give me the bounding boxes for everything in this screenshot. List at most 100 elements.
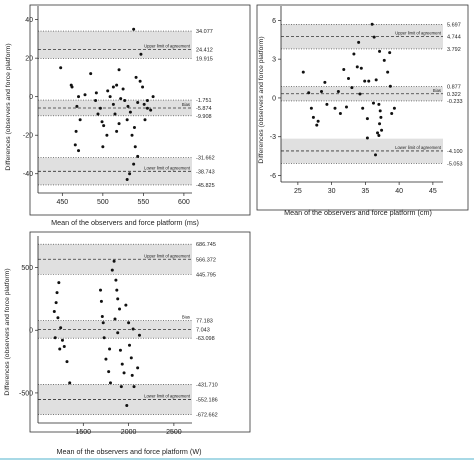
data-point: [132, 27, 136, 31]
reference-value-label: 686.745: [196, 242, 216, 248]
reference-value-label: 4.744: [447, 35, 461, 41]
reference-caption: Lower limit of agreement: [144, 393, 191, 398]
data-point: [114, 278, 118, 282]
data-point: [73, 143, 77, 147]
data-point: [320, 89, 323, 93]
data-point: [104, 357, 108, 361]
data-point: [57, 281, 61, 285]
x-tick-label: 550: [138, 199, 150, 206]
data-point: [371, 101, 375, 105]
y-axis-title: Differences (observers and force platfor…: [258, 36, 265, 163]
reference-value-label: -672.662: [196, 413, 218, 419]
data-point: [56, 316, 60, 320]
data-point: [116, 331, 120, 335]
x-tick-label: 35: [361, 188, 369, 195]
data-point: [138, 79, 142, 83]
x-tick-label: 600: [178, 199, 190, 206]
data-point: [126, 104, 130, 108]
data-point: [333, 106, 337, 110]
data-point: [77, 149, 81, 153]
panel-power: 686.745 566.372 Upper limit of agreement 44…: [4, 231, 251, 456]
x-tick-label: 2500: [166, 429, 182, 436]
reference-value-label: -552.186: [196, 397, 218, 403]
data-point: [358, 92, 362, 96]
data-point: [149, 108, 153, 112]
data-point: [357, 40, 361, 44]
y-tick-label: 0: [29, 94, 33, 101]
panel-frame: [256, 4, 469, 211]
reference-value-label: -38.743: [196, 169, 215, 175]
data-point: [100, 120, 104, 124]
data-point: [134, 75, 138, 79]
data-point: [116, 297, 120, 301]
data-point: [89, 72, 93, 76]
data-point: [382, 58, 386, 62]
data-point: [94, 91, 98, 95]
data-point: [75, 104, 79, 108]
data-point: [380, 128, 384, 132]
data-point: [136, 366, 140, 370]
data-point: [125, 178, 129, 182]
data-point: [55, 291, 59, 295]
data-point: [117, 122, 121, 126]
data-point: [344, 105, 348, 109]
data-point: [117, 68, 121, 72]
data-point: [106, 89, 110, 93]
y-tick-label: -20: [23, 133, 33, 140]
data-point: [130, 373, 134, 377]
data-point: [119, 97, 123, 101]
data-point: [359, 66, 363, 70]
data-point: [62, 345, 66, 349]
x-tick-label: 500: [97, 199, 109, 206]
data-point: [378, 49, 382, 53]
y-tick-label: 20: [25, 56, 33, 63]
reference-value-label: -5.053: [447, 161, 463, 167]
y-tick-label: 500: [21, 265, 33, 272]
x-axis-title: Mean of the observers and force platform…: [51, 218, 199, 227]
data-point: [77, 95, 81, 99]
data-point: [145, 99, 149, 103]
data-point: [78, 118, 82, 122]
data-point: [365, 136, 369, 140]
data-point: [379, 115, 383, 119]
data-point: [372, 35, 376, 39]
panel-frame: [29, 231, 251, 433]
data-point: [65, 360, 69, 364]
reference-value-label: -4.100: [447, 149, 463, 155]
x-tick-label: 45: [429, 188, 437, 195]
data-point: [143, 118, 147, 122]
data-point: [59, 326, 63, 330]
panel-frame: [29, 4, 251, 216]
data-point: [118, 307, 122, 311]
data-point: [101, 145, 105, 149]
reference-value-label: -31.662: [196, 156, 215, 162]
data-point: [83, 93, 87, 97]
x-tick-label: 2000: [121, 429, 137, 436]
reference-caption: Bias: [182, 315, 190, 320]
reference-caption: Upper limit of agreement: [395, 31, 442, 36]
reference-caption: Bias: [433, 88, 441, 93]
reference-value-label: 7.043: [196, 327, 210, 333]
data-point: [115, 83, 119, 87]
data-point: [108, 95, 112, 99]
data-point: [58, 347, 62, 351]
data-point: [101, 321, 105, 325]
data-point: [68, 381, 72, 385]
data-point: [98, 106, 102, 110]
data-point: [127, 321, 131, 325]
data-point: [376, 131, 380, 135]
reference-value-label: 19.915: [196, 56, 213, 62]
data-point: [386, 70, 390, 74]
y-tick-label: -500: [19, 390, 33, 397]
data-point: [124, 303, 128, 307]
data-point: [141, 85, 145, 89]
data-point: [367, 79, 371, 83]
data-point: [361, 106, 365, 110]
reference-value-label: -1.751: [196, 98, 212, 104]
reference-caption: Bias: [182, 102, 190, 107]
data-point: [129, 356, 133, 360]
data-point: [59, 66, 63, 70]
data-point: [54, 301, 58, 305]
data-point: [370, 22, 374, 26]
